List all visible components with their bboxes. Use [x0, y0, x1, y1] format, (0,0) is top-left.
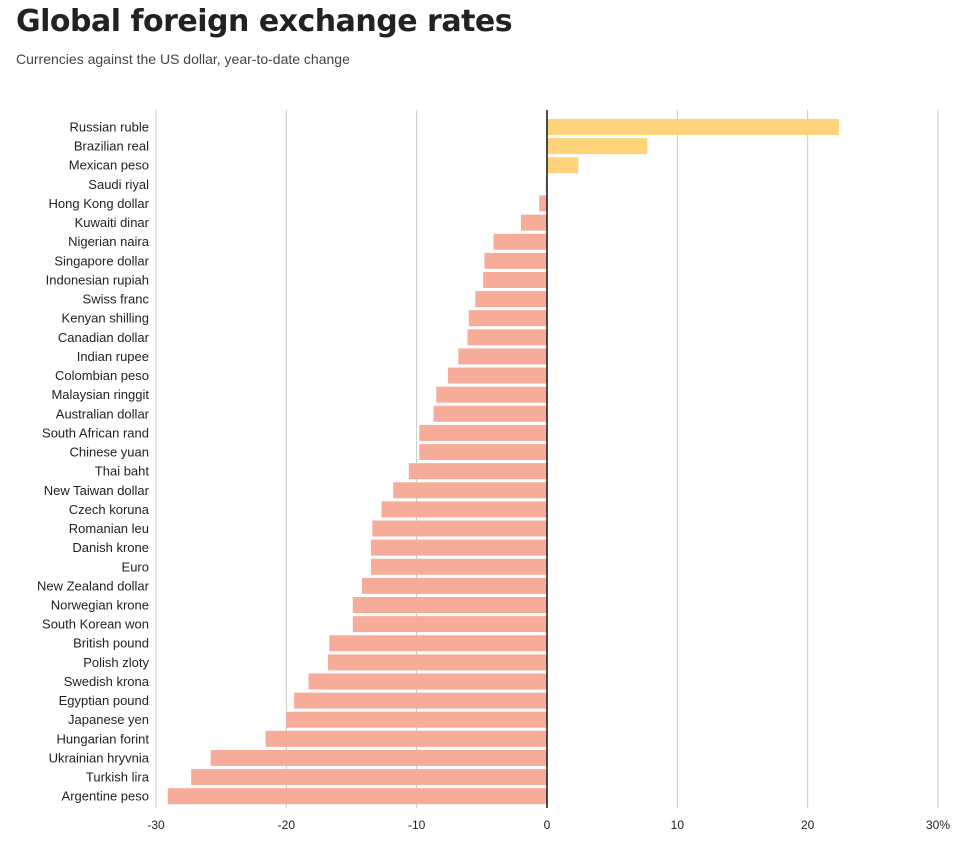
category-label: Polish zloty — [83, 655, 149, 670]
category-label: Hong Kong dollar — [49, 196, 150, 211]
x-tick-label: 0 — [544, 818, 551, 832]
category-label: Norwegian krone — [51, 598, 149, 613]
bar — [352, 616, 547, 633]
bar — [547, 157, 579, 174]
category-label: Kuwaiti dinar — [75, 215, 150, 230]
bar — [547, 138, 648, 155]
category-label: Indonesian rupiah — [46, 272, 149, 287]
x-tick-label: -30 — [147, 818, 165, 832]
bar — [308, 673, 547, 690]
bar — [191, 769, 547, 786]
bar — [520, 214, 547, 231]
bar — [468, 310, 547, 327]
category-label: South African rand — [42, 425, 149, 440]
bar — [436, 386, 547, 403]
category-label: Canadian dollar — [58, 330, 150, 345]
category-label: Brazilian real — [74, 139, 149, 154]
bar — [493, 233, 547, 250]
bar — [419, 444, 547, 461]
category-label: New Taiwan dollar — [44, 483, 150, 498]
chart-title: Global foreign exchange rates — [16, 4, 513, 39]
x-tick-label: -10 — [408, 818, 426, 832]
category-label: Egyptian pound — [59, 693, 149, 708]
category-label: Chinese yuan — [70, 445, 150, 460]
category-label: Nigerian naira — [68, 234, 150, 249]
category-label: Euro — [122, 559, 149, 574]
bar — [458, 348, 547, 365]
bar — [361, 577, 547, 594]
bars — [167, 119, 839, 805]
category-label: Saudi riyal — [88, 177, 149, 192]
bar — [329, 635, 547, 652]
bar — [447, 367, 547, 384]
x-tick-label: 10 — [671, 818, 685, 832]
bar — [372, 520, 547, 537]
bar — [484, 252, 547, 269]
category-label: Mexican peso — [69, 158, 149, 173]
category-label: Australian dollar — [56, 406, 150, 421]
bar — [467, 329, 547, 346]
chart-subtitle: Currencies against the US dollar, year-t… — [16, 51, 350, 67]
bar — [408, 463, 547, 480]
bar — [286, 711, 547, 728]
category-label: British pound — [73, 636, 149, 651]
category-label: Danish krone — [72, 540, 149, 555]
bar — [167, 788, 548, 805]
x-axis-ticks: -30 -20 -10 0 10 20 30% — [147, 818, 950, 832]
category-label: Russian ruble — [70, 120, 150, 135]
x-tick-label: 20 — [801, 818, 815, 832]
category-label: Malaysian ringgit — [51, 387, 149, 402]
grid-lines — [155, 110, 939, 808]
bar — [393, 482, 547, 499]
category-label: Thai baht — [95, 464, 150, 479]
bar — [547, 119, 839, 135]
category-label: Singapore dollar — [54, 253, 149, 268]
bar — [483, 271, 547, 288]
category-label: New Zealand dollar — [37, 578, 150, 593]
bar — [352, 597, 547, 613]
bar — [210, 749, 548, 766]
category-label: South Korean won — [42, 617, 149, 632]
bar — [371, 558, 547, 575]
category-label: Romanian leu — [69, 521, 149, 536]
category-labels: Russian ruble Brazilian real Mexican peso S… — [37, 120, 150, 804]
x-tick-label: -20 — [278, 818, 296, 832]
category-label: Turkish lira — [86, 770, 150, 785]
bar — [419, 424, 547, 441]
category-label: Japanese yen — [68, 712, 149, 727]
category-label: Argentine peso — [62, 789, 149, 804]
bar — [475, 291, 547, 308]
category-label: Ukrainian hryvnia — [49, 750, 150, 765]
bar — [539, 195, 547, 212]
bar — [433, 405, 547, 422]
bar — [294, 692, 547, 709]
bar — [381, 501, 547, 518]
category-label: Kenyan shilling — [62, 311, 149, 326]
category-label: Indian rupee — [77, 349, 149, 364]
bar — [371, 539, 547, 556]
x-tick-label: 30% — [926, 818, 950, 832]
category-label: Hungarian forint — [57, 731, 150, 746]
category-label: Czech koruna — [69, 502, 150, 517]
category-label: Swedish krona — [64, 674, 150, 689]
bar — [328, 654, 547, 671]
category-label: Swiss franc — [83, 292, 150, 307]
category-label: Colombian peso — [55, 368, 149, 383]
bar — [265, 730, 547, 747]
